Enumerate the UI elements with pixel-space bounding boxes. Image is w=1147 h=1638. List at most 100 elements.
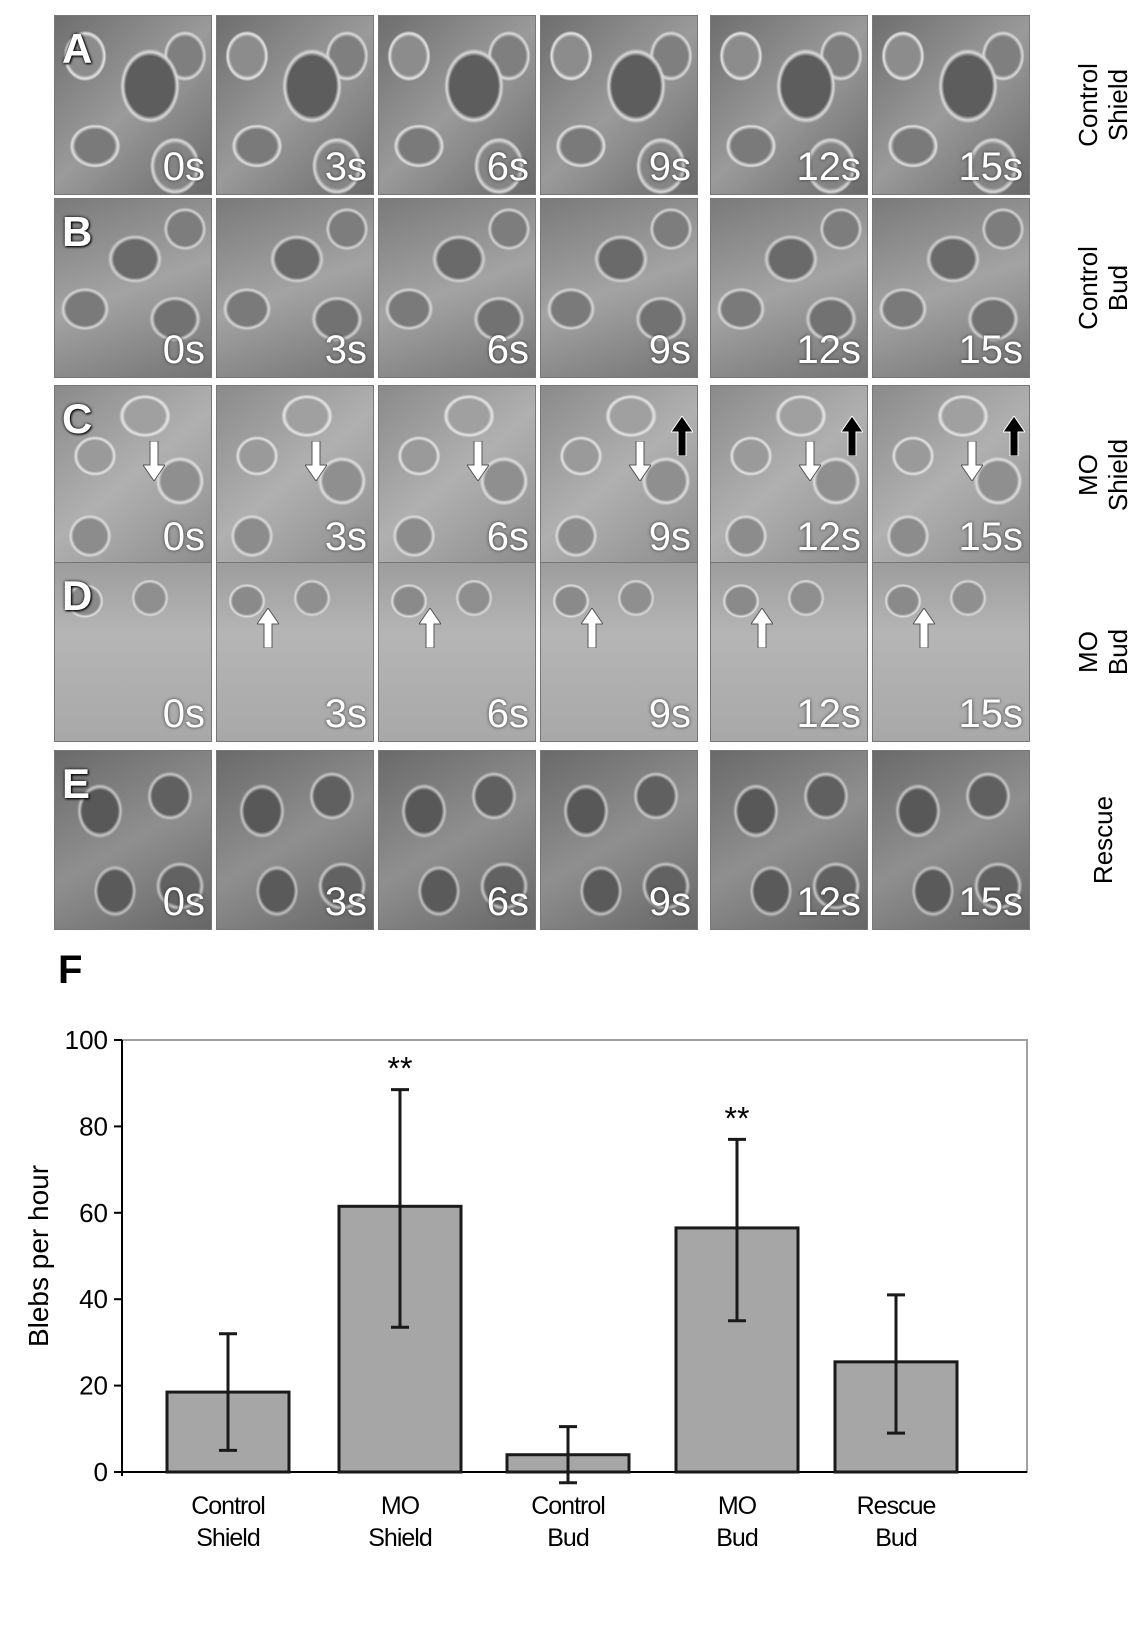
frame-time-label: 15s (958, 328, 1024, 372)
panel-letter-e: E (62, 760, 91, 807)
row-condition-label: Rescue (1088, 795, 1118, 885)
frame-e-4: 12s (710, 750, 868, 930)
frame-b-5: 15s (872, 198, 1030, 378)
frame-b-2: 6s (378, 198, 536, 378)
panel-letter-b: B (62, 208, 93, 255)
arrow-down-icon (143, 441, 165, 481)
frame-time-label: 12s (796, 515, 862, 559)
y-tick-label: 20 (79, 1371, 108, 1401)
frame-time-label: 12s (796, 145, 862, 189)
frame-a-4: 12s (710, 15, 868, 195)
arrow-down-icon (961, 441, 983, 481)
frame-b-0: 0s (54, 198, 212, 378)
arrow-up-icon (419, 608, 441, 648)
arrow-up-icon (581, 608, 603, 648)
frame-time-label: 3s (324, 515, 367, 559)
arrow-down-icon (467, 441, 489, 481)
frame-a-2: 6s (378, 15, 536, 195)
arrow-up-icon (1003, 416, 1025, 456)
arrow-up-icon (671, 416, 693, 456)
frame-b-3: 9s (540, 198, 698, 378)
frame-time-label: 15s (958, 880, 1024, 924)
image-row-d: 0s 3s 6s 9s 12s 15s D MO Bud (0, 562, 1147, 742)
frame-time-label: 3s (324, 145, 367, 189)
row-condition-label: Control Shield (1073, 63, 1133, 147)
frame-e-5: 15s (872, 750, 1030, 930)
frame-time-label: 6s (486, 515, 529, 559)
frame-time-label: 3s (324, 692, 367, 736)
frame-time-label: 0s (162, 145, 205, 189)
panel-letter-a: A (62, 25, 93, 72)
arrow-down-icon (629, 441, 651, 481)
arrow-up-icon (751, 608, 773, 648)
category-label: Bud (875, 1524, 917, 1552)
category-label: MO (381, 1492, 420, 1520)
category-label: MO (718, 1492, 757, 1520)
arrow-up-icon (913, 608, 935, 648)
category-label: Rescue (857, 1492, 936, 1520)
y-tick-label: 80 (79, 1111, 108, 1141)
frame-c-2: 6s (378, 385, 536, 565)
frame-time-label: 9s (648, 515, 691, 559)
frame-d-2: 6s (378, 562, 536, 742)
frame-time-label: 0s (162, 515, 205, 559)
frame-b-4: 12s (710, 198, 868, 378)
frame-a-5: 15s (872, 15, 1030, 195)
frame-d-1: 3s (216, 562, 374, 742)
frame-time-label: 6s (486, 145, 529, 189)
frame-time-label: 9s (648, 880, 691, 924)
category-label: Bud (547, 1524, 589, 1552)
frame-c-3: 9s (540, 385, 698, 565)
row-condition-label: MO Bud (1073, 628, 1133, 676)
image-row-c: 0s 3s 6s 9s 12s 15s C MO Shield (0, 385, 1147, 565)
frame-time-label: 15s (958, 145, 1024, 189)
frame-time-label: 0s (162, 880, 205, 924)
frame-c-4: 12s (710, 385, 868, 565)
image-row-b: 0s 3s 6s 9s 12s 15s B Control Bud (0, 198, 1147, 378)
frame-d-0: 0s (54, 562, 212, 742)
frame-time-label: 12s (796, 692, 862, 736)
frame-c-0: 0s (54, 385, 212, 565)
category-label: Shield (368, 1524, 432, 1552)
frame-a-0: 0s (54, 15, 212, 195)
row-condition-label: Control Bud (1073, 246, 1133, 330)
arrow-down-icon (799, 441, 821, 481)
category-label: Shield (196, 1524, 260, 1552)
frame-time-label: 9s (648, 692, 691, 736)
frame-e-3: 9s (540, 750, 698, 930)
category-label: Control (531, 1492, 605, 1520)
arrow-up-icon (257, 608, 279, 648)
frame-c-1: 3s (216, 385, 374, 565)
image-row-e: 0s 3s 6s 9s 12s 15s E Rescue (0, 750, 1147, 930)
frame-d-5: 15s (872, 562, 1030, 742)
frame-e-1: 3s (216, 750, 374, 930)
frame-time-label: 3s (324, 880, 367, 924)
y-tick-label: 0 (94, 1457, 108, 1487)
y-tick-label: 100 (65, 1025, 108, 1055)
panel-letter-c: C (62, 395, 93, 442)
frame-c-5: 15s (872, 385, 1030, 565)
image-row-a: 0s 3s 6s 9s 12s 15s A Control Shield (0, 15, 1147, 195)
frame-time-label: 6s (486, 880, 529, 924)
frame-time-label: 15s (958, 692, 1024, 736)
frame-time-label: 6s (486, 328, 529, 372)
frame-time-label: 6s (486, 692, 529, 736)
blebs-bar-chart: 0 20 40 60 80 100 Blebs per hour Control Shield *… (23, 1025, 1028, 1552)
frame-d-3: 9s (540, 562, 698, 742)
frame-e-0: 0s (54, 750, 212, 930)
frame-b-1: 3s (216, 198, 374, 378)
significance-label: ** (388, 1051, 413, 1087)
frame-time-label: 9s (648, 328, 691, 372)
frame-a-3: 9s (540, 15, 698, 195)
frame-time-label: 0s (162, 692, 205, 736)
row-condition-label: MO Shield (1073, 438, 1133, 512)
y-axis-label: Blebs per hour (23, 1165, 54, 1347)
category-label: Bud (716, 1524, 758, 1552)
frame-d-4: 12s (710, 562, 868, 742)
significance-label: ** (725, 1100, 750, 1136)
y-tick-label: 40 (79, 1284, 108, 1314)
frame-time-label: 12s (796, 880, 862, 924)
category-label: Control (191, 1492, 265, 1520)
frame-a-1: 3s (216, 15, 374, 195)
arrow-down-icon (305, 441, 327, 481)
